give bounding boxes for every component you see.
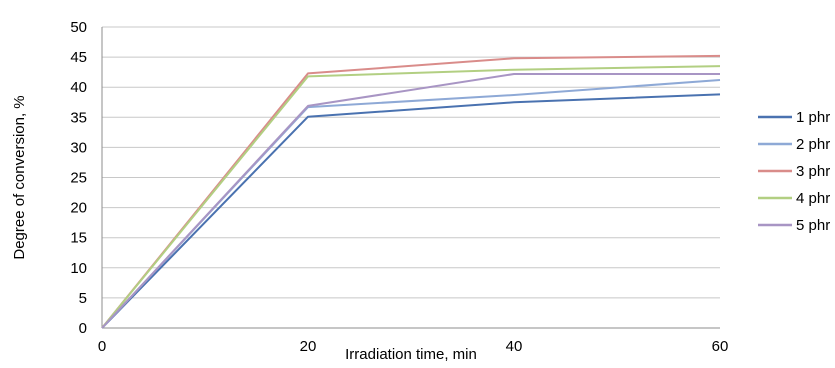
x-tick-labels: 0 20 40 60: [98, 338, 729, 355]
x-tick-label: 40: [506, 338, 523, 355]
x-tick-label: 60: [712, 338, 729, 355]
y-axis-title: Degree of conversion, %: [11, 95, 28, 259]
series-line-3: [101, 54, 721, 329]
series-line-4: [101, 65, 721, 329]
legend-label: 1 phr: [796, 109, 830, 126]
y-tick-label: 35: [70, 109, 87, 126]
y-tick-labels: 0 5 10 15 20 25 30 35 40 45 50: [70, 19, 87, 337]
legend-label: 2 phr: [796, 136, 830, 153]
legend-label: 5 phr: [796, 217, 830, 234]
y-tick-label: 20: [70, 200, 87, 217]
y-tick-label: 40: [70, 79, 87, 96]
x-tick-label: 20: [300, 338, 317, 355]
legend: 1 phr 2 phr 3 phr 4 phr 5 phr: [758, 109, 830, 234]
y-tick-label: 50: [70, 19, 87, 36]
y-tick-label: 15: [70, 230, 87, 247]
x-axis-title: Irradiation time, min: [345, 346, 477, 363]
gridlines: [102, 26, 720, 299]
legend-label: 4 phr: [796, 190, 830, 207]
y-tick-label: 5: [79, 290, 87, 307]
series-line-1: [101, 93, 721, 329]
x-tick-label: 0: [98, 338, 106, 355]
series-lines: [101, 54, 721, 329]
y-tick-label: 45: [70, 49, 87, 66]
y-tick-label: 0: [79, 320, 87, 337]
y-tick-label: 10: [70, 260, 87, 277]
axes: [101, 27, 720, 329]
legend-label: 3 phr: [796, 163, 830, 180]
y-tick-label: 25: [70, 170, 87, 187]
y-tick-label: 30: [70, 139, 87, 156]
series-line-5: [101, 73, 720, 329]
